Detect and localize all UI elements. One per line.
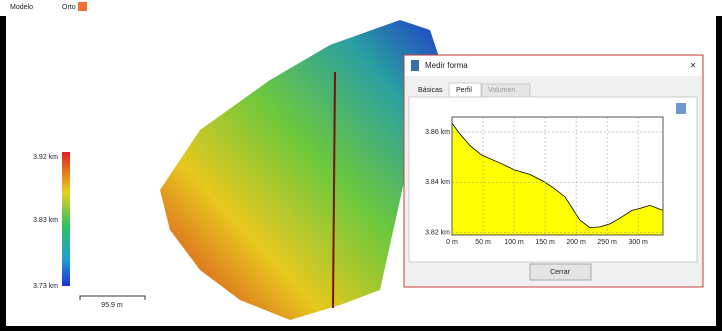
x-tick-label: 200 m <box>566 239 586 246</box>
x-tick-label: 50 m <box>475 239 491 246</box>
dialog-tab[interactable]: Perfil <box>456 87 472 94</box>
close-button[interactable]: × <box>690 61 696 72</box>
scale-label: 95.9 m <box>101 302 123 309</box>
button-label[interactable]: Cerrar <box>550 269 571 276</box>
x-tick-label: 150 m <box>535 239 555 246</box>
tab-close[interactable] <box>78 2 87 11</box>
dialog-title: Medir forma <box>425 61 468 70</box>
legend-label: 3.73 km <box>33 283 58 290</box>
y-tick-label: 3.84 km <box>425 179 450 186</box>
dialog-tab[interactable]: Volumen <box>488 87 515 94</box>
y-tick-label: 3.86 km <box>425 129 450 136</box>
tab[interactable]: Orto <box>62 4 76 11</box>
save-icon[interactable] <box>676 103 686 114</box>
dialog-icon <box>411 60 419 71</box>
x-tick-label: 0 m <box>446 239 458 246</box>
tab[interactable]: Modelo <box>10 4 33 11</box>
dialog-tab[interactable]: Básicas <box>418 87 443 94</box>
tab-bar <box>0 0 722 16</box>
legend-label: 3.83 km <box>33 217 58 224</box>
x-tick-label: 100 m <box>504 239 524 246</box>
screen: Modelo Orto 3.92 km 3.83 km 3.73 km 95.9… <box>0 0 722 331</box>
legend-label: 3.92 km <box>33 154 58 161</box>
x-tick-label: 300 m <box>628 239 648 246</box>
x-tick-label: 250 m <box>597 239 617 246</box>
color-bar <box>62 152 70 286</box>
y-tick-label: 3.82 km <box>425 229 450 236</box>
